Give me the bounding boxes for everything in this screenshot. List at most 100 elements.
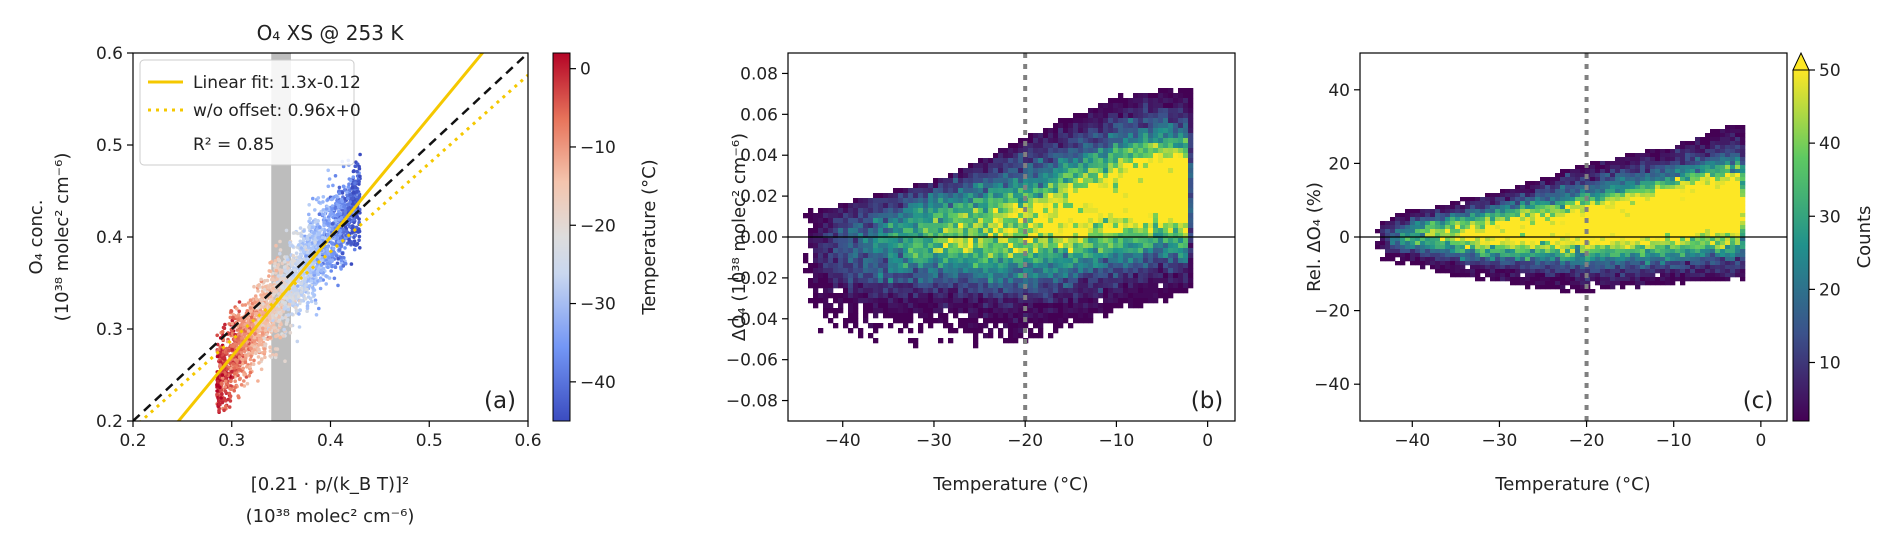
heatmap-cell: [1043, 218, 1049, 224]
heatmap-cell: [1088, 138, 1094, 144]
heatmap-cell: [1178, 288, 1184, 294]
heatmap-cell: [848, 273, 854, 279]
heatmap-cell: [1068, 268, 1074, 274]
scatter-point: [261, 302, 265, 306]
heatmap-cell: [988, 188, 994, 194]
heatmap-cell: [1183, 253, 1189, 259]
scatter-point: [330, 242, 335, 246]
heatmap-cell: [933, 268, 939, 274]
heatmap-cell: [1118, 243, 1124, 249]
scatter-point: [358, 174, 362, 179]
heatmap-cell: [988, 198, 994, 204]
scatter-point: [318, 286, 323, 291]
heatmap-cell: [1038, 188, 1044, 194]
heatmap-cell: [843, 288, 849, 294]
scatter-point: [353, 164, 358, 168]
heatmap-cell: [1088, 213, 1094, 219]
heatmap-cell: [898, 273, 904, 279]
heatmap-cell: [1123, 273, 1129, 279]
heatmap-cell: [933, 188, 939, 194]
heatmap-cell: [873, 258, 879, 264]
heatmap-cell: [868, 283, 874, 289]
heatmap-cell: [1053, 193, 1059, 199]
heatmap-cell: [1048, 213, 1054, 219]
heatmap-cell: [833, 233, 839, 239]
heatmap-cell: [1028, 188, 1034, 194]
heatmap-cell: [1028, 258, 1034, 264]
scatter-point: [289, 293, 294, 297]
heatmap-cell: [968, 293, 974, 299]
heatmap-cell: [1003, 203, 1009, 209]
heatmap-cell: [1113, 283, 1119, 289]
heatmap-cell: [1118, 123, 1124, 129]
heatmap-cell: [1153, 98, 1159, 104]
heatmap-cell: [1048, 178, 1054, 184]
heatmap-cell: [1093, 203, 1099, 209]
heatmap-cell: [1133, 288, 1139, 294]
heatmap-cell: [983, 268, 989, 274]
heatmap-cell: [1038, 168, 1044, 174]
heatmap-cell: [1048, 198, 1054, 204]
heatmap-cell: [1138, 118, 1144, 124]
heatmap-cell: [863, 238, 869, 244]
heatmap-cell: [1068, 178, 1074, 184]
heatmap-cell: [1173, 228, 1179, 234]
heatmap-cell: [928, 208, 934, 214]
scatter-point: [215, 389, 219, 393]
heatmap-cell: [1113, 188, 1119, 194]
heatmap-cell: [1158, 198, 1164, 204]
heatmap-cell: [873, 268, 879, 274]
heatmap-cell: [1158, 88, 1164, 94]
heatmap-cell: [1033, 278, 1039, 284]
heatmap-cell: [958, 178, 964, 184]
scatter-point: [259, 298, 263, 302]
heatmap-cell: [1008, 238, 1014, 244]
heatmap-cell: [1078, 223, 1084, 229]
heatmap-cell: [983, 238, 989, 244]
heatmap-cell: [1008, 153, 1014, 159]
heatmap-cell: [1118, 93, 1124, 99]
heatmap-cell: [1173, 278, 1179, 284]
scatter-point: [263, 328, 268, 333]
scatter-point: [261, 326, 265, 331]
heatmap-cell: [913, 208, 919, 214]
heatmap-cell: [1083, 258, 1089, 264]
heatmap-cell: [1173, 233, 1179, 239]
scatter-point: [259, 293, 263, 297]
heatmap-cell: [1168, 113, 1174, 119]
heatmap-cell: [1083, 173, 1089, 179]
heatmap-cell: [893, 268, 899, 274]
heatmap-cell: [1123, 168, 1129, 174]
scatter-point: [249, 354, 253, 359]
heatmap-cell: [958, 293, 964, 299]
heatmap-cell: [1123, 218, 1129, 224]
heatmap-cell: [1098, 183, 1104, 189]
heatmap-cell: [908, 218, 914, 224]
heatmap-cell: [1053, 228, 1059, 234]
heatmap-cell: [1173, 208, 1179, 214]
heatmap-cell: [873, 208, 879, 214]
heatmap-cell: [1023, 188, 1029, 194]
heatmap-cell: [948, 218, 954, 224]
heatmap-cell: [888, 283, 894, 289]
heatmap-cell: [1183, 283, 1189, 289]
heatmap-cell: [1063, 213, 1069, 219]
heatmap-cell: [1128, 118, 1134, 124]
heatmap-cell: [948, 248, 954, 254]
heatmap-cell: [1028, 218, 1034, 224]
heatmap-cell: [1093, 213, 1099, 219]
heatmap-cell: [1178, 133, 1184, 139]
heatmap-cell: [1143, 168, 1149, 174]
heatmap-cell: [1043, 268, 1049, 274]
heatmap-cell: [998, 298, 1004, 304]
heatmap-cell: [1058, 123, 1064, 129]
heatmap-cell: [1063, 148, 1069, 154]
heatmap-cell: [958, 288, 964, 294]
heatmap-cell: [1108, 118, 1114, 124]
heatmap-cell: [1063, 253, 1069, 259]
heatmap-cell: [1128, 193, 1134, 199]
heatmap-cell: [1118, 233, 1124, 239]
heatmap-cell: [838, 278, 844, 284]
heatmap-cell: [868, 298, 874, 304]
heatmap-cell: [983, 223, 989, 229]
